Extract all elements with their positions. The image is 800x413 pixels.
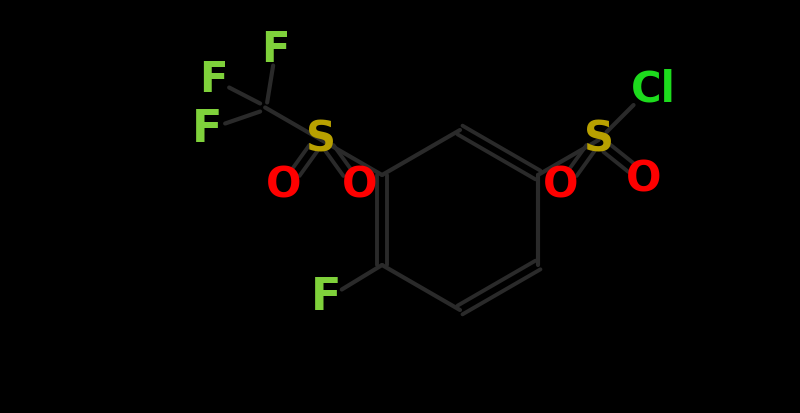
Text: S: S <box>306 119 337 161</box>
Text: F: F <box>199 59 227 100</box>
Text: F: F <box>310 276 341 319</box>
Text: Cl: Cl <box>631 69 676 111</box>
Text: O: O <box>342 164 377 206</box>
Text: O: O <box>543 164 578 206</box>
Text: O: O <box>626 159 662 201</box>
Text: S: S <box>583 119 614 161</box>
Text: F: F <box>261 28 290 71</box>
Text: O: O <box>266 164 301 206</box>
Text: F: F <box>192 108 222 151</box>
